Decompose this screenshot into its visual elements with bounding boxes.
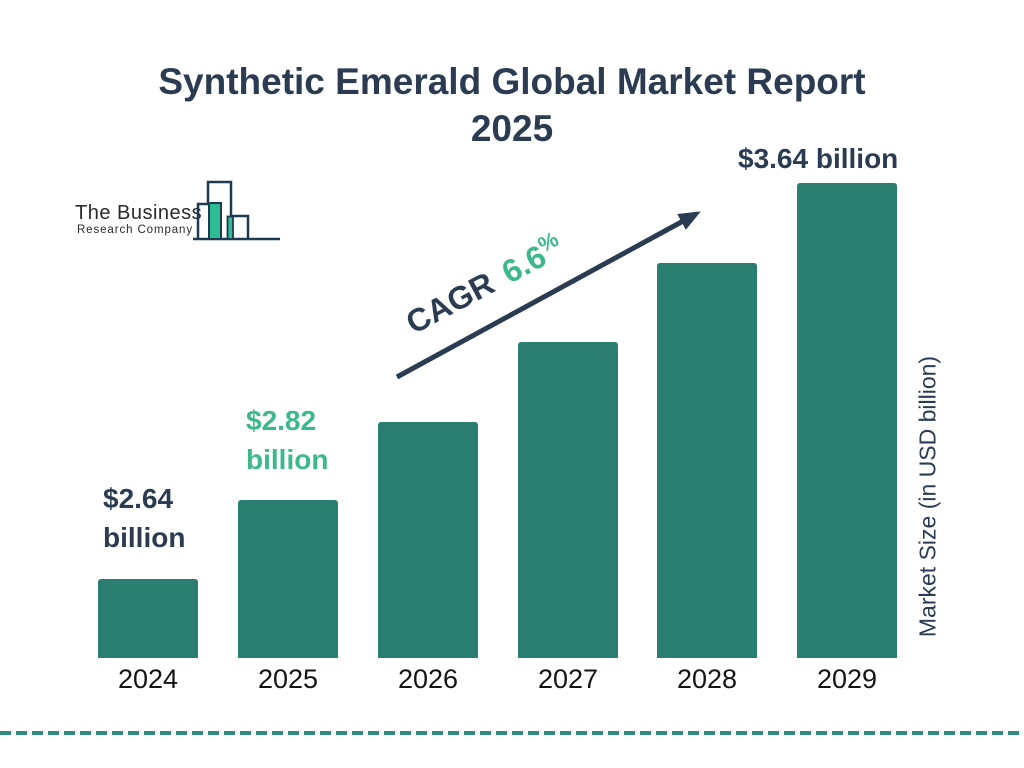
x-tick-label-2027: 2027 [537,664,599,694]
page-title-line2: 2025 [470,107,554,149]
bar-2025 [238,500,338,658]
x-tick-label-2025: 2025 [257,664,319,694]
company-logo: The Business Research Company [75,178,290,248]
value-label-2024-line2: billion [103,522,186,553]
page-title-line1: Synthetic Emerald Global Market Report [158,60,866,102]
value-label-2029: $3.64 billion [738,143,899,174]
company-subtitle: Research Company [76,224,193,236]
value-label-2025: $2.82 billion [246,401,328,479]
dashed-divider [0,731,1024,735]
x-tick-label-2026: 2026 [397,664,459,694]
y-axis-label: Market Size (in USD billion) [914,355,941,638]
x-tick-label-2028: 2028 [676,664,738,694]
bar-2029 [797,183,897,658]
company-name: The Business [75,202,203,224]
logo-buildings-icon [193,180,280,241]
value-label-2024-line1: $2.64 [103,483,174,514]
x-tick-label-2024: 2024 [117,664,179,694]
page-title: Synthetic Emerald Global Market Report 2… [0,58,1024,152]
bar-2024 [98,579,198,658]
growth-arrow-icon [395,211,701,380]
value-label-2024: $2.64 billion [103,479,185,557]
value-label-2025-line2: billion [246,444,329,475]
company-logo-text: The Business Research Company [75,202,203,237]
bar-2028 [657,263,757,658]
value-label-2025-line1: $2.82 [246,405,317,436]
bar-2026 [378,422,478,658]
bar-2027 [518,342,618,658]
x-tick-label-2029: 2029 [816,664,878,694]
